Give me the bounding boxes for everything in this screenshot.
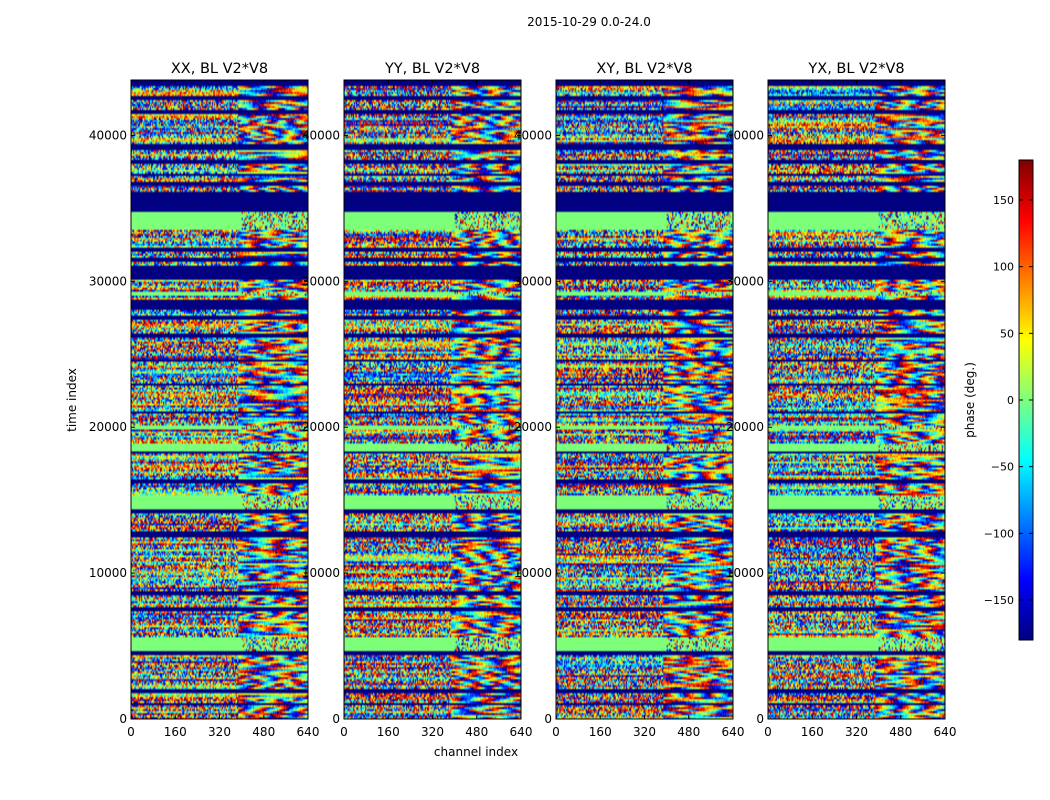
x-tick-label-2-0: 0 bbox=[340, 725, 348, 739]
x-tick-label-4-0: 0 bbox=[764, 725, 772, 739]
x-tick-label-1-1: 160 bbox=[164, 725, 187, 739]
colorbar-tick-label-4: −50 bbox=[991, 461, 1014, 474]
heatmap-image-1 bbox=[131, 80, 308, 719]
y-tick-label-3-0: 0 bbox=[544, 712, 552, 726]
y-tick-label-2-2: 20000 bbox=[302, 420, 340, 434]
y-tick-label-4-3: 30000 bbox=[726, 274, 764, 288]
y-tick-label-4-4: 40000 bbox=[726, 128, 764, 142]
panel-title-1: XX, BL V2*V8 bbox=[171, 61, 268, 77]
x-tick-label-1-3: 480 bbox=[252, 725, 275, 739]
y-tick-label-3-1: 10000 bbox=[514, 566, 552, 580]
x-tick-label-4-2: 320 bbox=[845, 725, 868, 739]
x-tick-label-2-3: 480 bbox=[465, 725, 488, 739]
panel-4: YX, BL V2*V8 0 160 320 480 640 0 10000 20000 3000… bbox=[726, 61, 957, 739]
y-tick-label-2-3: 30000 bbox=[302, 274, 340, 288]
y-tick-label-2-1: 10000 bbox=[302, 566, 340, 580]
y-tick-label-3-2: 20000 bbox=[514, 420, 552, 434]
colorbar-tick-label-5: −100 bbox=[984, 527, 1014, 540]
y-tick-label-4-2: 20000 bbox=[726, 420, 764, 434]
heatmap-image-4 bbox=[768, 80, 945, 719]
y-tick-label-1-2: 20000 bbox=[89, 420, 127, 434]
x-tick-label-1-0: 0 bbox=[127, 725, 135, 739]
x-tick-label-2-1: 160 bbox=[377, 725, 400, 739]
panel-2: YY, BL V2*V8 0 160 320 480 640 0 10000 20000 3000… bbox=[302, 61, 533, 739]
panel-title-3: XY, BL V2*V8 bbox=[596, 61, 692, 77]
panel-3: XY, BL V2*V8 0 160 320 480 640 0 10000 20000 3000… bbox=[514, 61, 745, 739]
x-tick-label-4-4: 640 bbox=[934, 725, 957, 739]
x-tick-label-2-2: 320 bbox=[421, 725, 444, 739]
figure-suptitle: 2015-10-29 0.0-24.0 bbox=[527, 15, 651, 29]
y-tick-label-2-0: 0 bbox=[332, 712, 340, 726]
y-tick-label-1-3: 30000 bbox=[89, 274, 127, 288]
x-tick-label-3-1: 160 bbox=[589, 725, 612, 739]
y-tick-label-4-0: 0 bbox=[756, 712, 764, 726]
y-tick-label-3-4: 40000 bbox=[514, 128, 552, 142]
y-tick-label-1-0: 0 bbox=[119, 712, 127, 726]
y-tick-label-4-1: 10000 bbox=[726, 566, 764, 580]
y-tick-label-1-4: 40000 bbox=[89, 128, 127, 142]
y-axis-label: time index bbox=[65, 368, 79, 432]
colorbar: 150 100 50 0 −50 −100 −150 bbox=[984, 159, 1034, 641]
y-tick-label-2-4: 40000 bbox=[302, 128, 340, 142]
x-axis-label: channel index bbox=[434, 745, 518, 759]
x-tick-label-3-3: 480 bbox=[677, 725, 700, 739]
x-tick-label-3-0: 0 bbox=[552, 725, 560, 739]
x-tick-label-3-2: 320 bbox=[633, 725, 656, 739]
x-tick-label-1-4: 640 bbox=[297, 725, 320, 739]
colorbar-tick-label-1: 100 bbox=[993, 261, 1014, 274]
x-tick-label-3-4: 640 bbox=[722, 725, 745, 739]
heatmap-image-3 bbox=[556, 80, 733, 719]
panel-title-4: YX, BL V2*V8 bbox=[807, 61, 904, 77]
x-tick-label-1-2: 320 bbox=[208, 725, 231, 739]
y-tick-label-1-1: 10000 bbox=[89, 566, 127, 580]
colorbar-tick-label-3: 0 bbox=[1007, 394, 1014, 407]
panel-title-2: YY, BL V2*V8 bbox=[384, 61, 480, 77]
panels-group: XX, BL V2*V8 0 160 320 480 640 0 10000 20000 3000… bbox=[89, 61, 957, 739]
x-tick-label-4-3: 480 bbox=[889, 725, 912, 739]
heatmap-image-2 bbox=[344, 80, 521, 719]
panel-1: XX, BL V2*V8 0 160 320 480 640 0 10000 20000 3000… bbox=[89, 61, 320, 739]
colorbar-tick-label-2: 50 bbox=[1000, 327, 1014, 340]
colorbar-tick-label-6: −150 bbox=[984, 594, 1014, 607]
x-tick-label-2-4: 640 bbox=[510, 725, 533, 739]
x-tick-label-4-1: 160 bbox=[801, 725, 824, 739]
y-tick-label-3-3: 30000 bbox=[514, 274, 552, 288]
colorbar-label: phase (deg.) bbox=[963, 362, 977, 438]
colorbar-tick-label-0: 150 bbox=[993, 194, 1014, 207]
